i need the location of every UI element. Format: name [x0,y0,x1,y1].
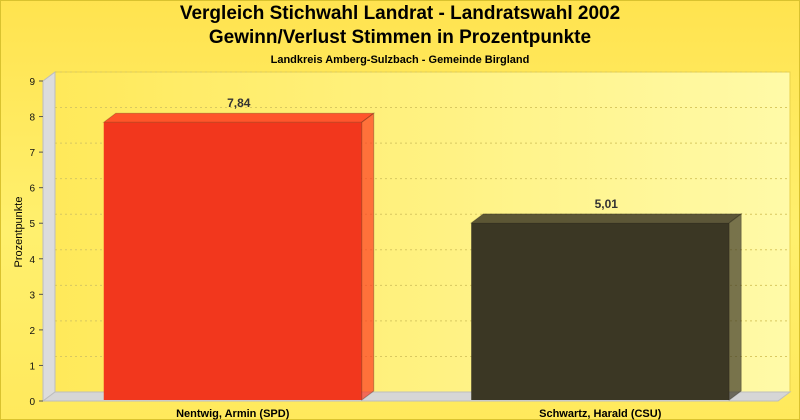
x-category-label: Schwartz, Harald (CSU) [539,408,662,420]
chart-subtitle: Gewinn/Verlust Stimmen in Prozentpunkte [208,27,592,48]
bar-front [103,122,362,400]
y-tick-label: 6 [29,184,35,195]
y-tick-label: 0 [29,397,35,408]
chart-title: Vergleich Stichwahl Landrat - Landratswa… [179,3,621,24]
y-tick-label: 9 [29,77,35,88]
y-axis: 0 1 2 3 4 5 6 7 8 9 [29,77,43,408]
y-tick-label: 4 [29,255,35,266]
bar-shade [471,222,730,400]
y-tick-label: 1 [29,361,35,372]
bars [102,112,743,401]
bar-shade [103,122,362,400]
bar-1 [102,112,376,401]
bar-top [469,213,743,224]
y-axis-label: Prozentpunkte [13,197,25,268]
data-label: 7,84 [227,96,251,110]
bar-side [728,212,742,401]
bar-top [102,112,376,123]
y-tick-label: 8 [29,113,35,124]
bar-side [361,112,375,401]
left-wall [42,71,56,402]
y-tick-label: 5 [29,219,35,230]
y-tick-label: 3 [29,290,35,301]
y-tick-label: 2 [29,326,35,337]
y-tick-label: 7 [29,148,35,159]
bar-front [471,222,730,400]
bar-2 [469,212,743,401]
x-category-label: Nentwig, Armin (SPD) [176,408,290,420]
labels: 7,84 Nentwig, Armin (SPD) 5,01 Schwartz, Ha… [176,96,662,420]
chart-caption: Landkreis Amberg-Sulzbach - Gemeinde Bir… [270,54,530,66]
data-label: 5,01 [595,197,619,211]
